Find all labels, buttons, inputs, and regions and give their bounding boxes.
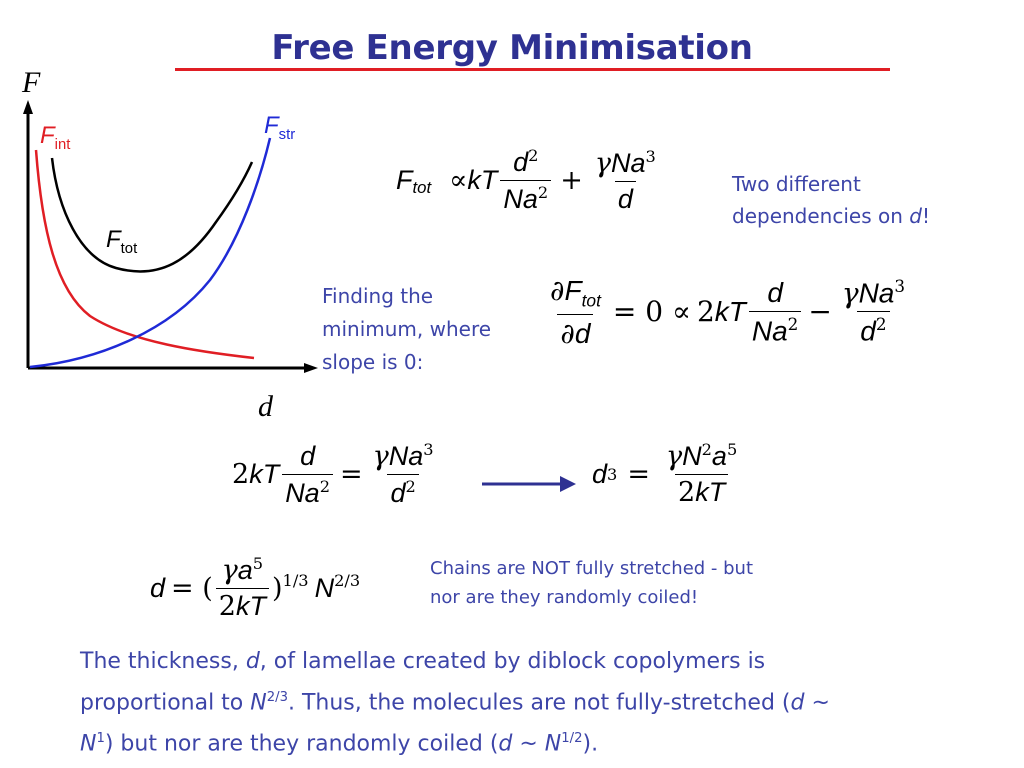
fraction-gn2a5-2kt: γN2a5 2kT	[665, 440, 738, 508]
note-two-dependencies: Two different dependencies on d!	[732, 172, 930, 228]
graph-y-label: F	[22, 66, 41, 99]
label-f-str: Fstr	[264, 112, 296, 143]
f-tot-curve	[50, 157, 254, 273]
title-underline	[175, 68, 890, 71]
fraction-d-na2-b: d Na2	[282, 441, 334, 509]
fraction-gna3-d: γNa3 d	[594, 146, 656, 214]
label-f-tot: Ftot	[106, 226, 138, 257]
conclusion-paragraph: The thickness, d, of lamellae created by…	[80, 649, 830, 757]
fraction-ga5-2kt: γa5 2kT	[215, 554, 269, 622]
fraction-dftot-dd: ∂Ftot ∂d	[550, 274, 601, 350]
equation-balance: 2 kT d Na2 = γNa3 d2	[232, 440, 440, 509]
fraction-gna3-d2: γNa3 d2	[841, 275, 906, 347]
label-f-int: Fint	[40, 122, 71, 153]
equation-derivative-zero: ∂Ftot ∂d = 0 ∝ 2 kT d Na2 − γNa3 d2	[544, 274, 911, 350]
f-str-curve	[29, 137, 272, 369]
note-chains: Chains are NOT fully stretched - but nor…	[430, 558, 754, 608]
equation-d-scaling: d = ( γa5 2kT ) 1/3 N 2/3	[150, 554, 361, 622]
graph-axes	[23, 100, 318, 373]
fraction-gna3-d2-b: γNa3 d2	[372, 440, 434, 508]
fraction-d2-na2: d2 Na2	[500, 146, 552, 215]
note-finding-minimum: Finding the minimum, where slope is 0:	[322, 284, 492, 374]
graph-x-label: d	[258, 390, 273, 423]
fraction-d-na2: d Na2	[748, 277, 802, 347]
right-arrow-icon	[482, 476, 576, 492]
free-energy-graph	[23, 100, 318, 373]
slide-title: Free Energy Minimisation	[271, 28, 753, 68]
f-int-curve	[34, 149, 255, 360]
